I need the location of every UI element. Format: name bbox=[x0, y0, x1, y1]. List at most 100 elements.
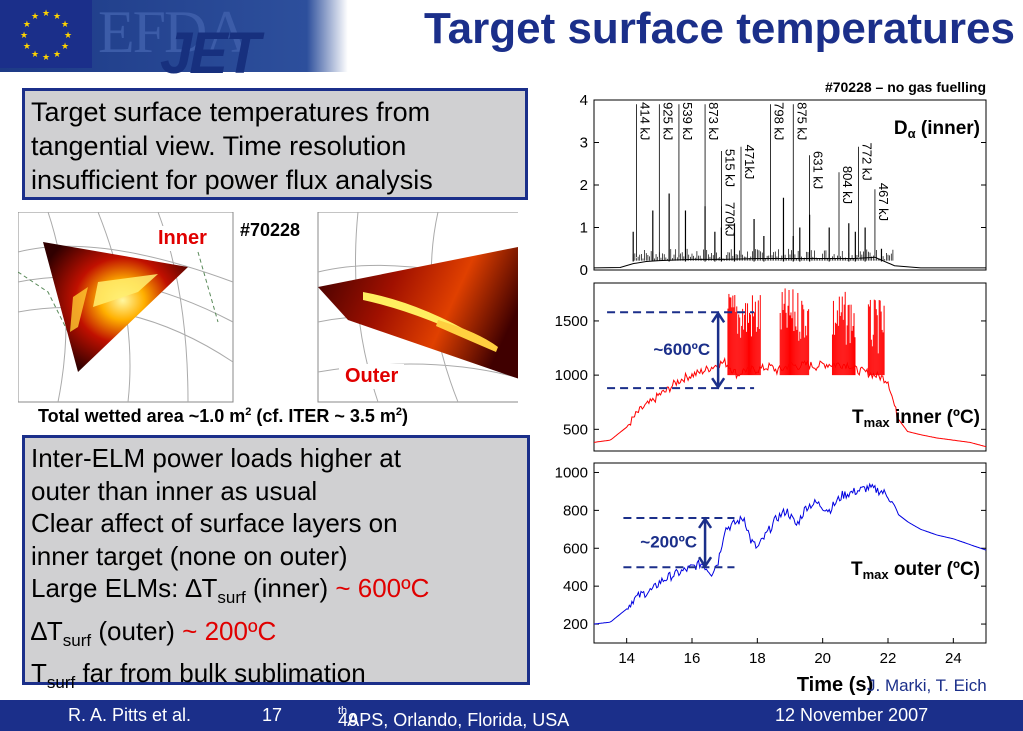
footer-conf-b: APS, Orlando, Florida, USA bbox=[347, 710, 570, 730]
y-tick-label: 800 bbox=[563, 502, 588, 519]
energy-label: 875 kJ bbox=[794, 102, 809, 140]
footer-author: R. A. Pitts et al. bbox=[68, 705, 192, 725]
caption-part-b: (cf. ITER ~ 3.5 m bbox=[251, 406, 396, 426]
energy-label: 631 kJ bbox=[811, 151, 826, 189]
x-tick-label: 16 bbox=[684, 650, 701, 667]
eu-star-icon: ★ bbox=[42, 8, 50, 18]
finding-7-a: T bbox=[31, 658, 47, 689]
outer-label: Outer bbox=[339, 364, 405, 389]
delta-arrow-head bbox=[711, 377, 726, 390]
eu-stars: ★★★★★★★★★ ★ ★★ bbox=[20, 8, 72, 62]
finding-5-sub: surf bbox=[217, 588, 246, 608]
inner-label: Inner bbox=[152, 226, 213, 251]
logo-jet: JET bbox=[160, 21, 260, 86]
footer-conf-a: 49 bbox=[338, 710, 359, 730]
energy-label: 414 kJ bbox=[637, 102, 652, 140]
eu-star-icon: ★ bbox=[31, 49, 39, 59]
finding-line-4: inner target (none on outer) bbox=[31, 540, 348, 571]
energy-label: 873 kJ bbox=[706, 102, 721, 140]
findings-box: Inter-ELM power loads higher at outer th… bbox=[22, 435, 530, 693]
eu-star-icon: ★ bbox=[61, 19, 69, 29]
energy-label: 925 kJ bbox=[660, 102, 675, 140]
finding-7-sub: surf bbox=[46, 673, 76, 693]
caption-sup-2: 2 bbox=[395, 406, 403, 418]
caption-part-a: Total wetted area ~1.0 m bbox=[38, 406, 246, 426]
y-tick-label: 1000 bbox=[555, 464, 588, 481]
finding-line-1: Inter-ELM power loads higher at bbox=[31, 443, 401, 473]
finding-6-b: (outer) bbox=[91, 615, 183, 646]
finding-5-red: ~ 600ºC bbox=[335, 573, 430, 603]
delta-label: ~200ºC bbox=[640, 533, 697, 552]
x-tick-label: 20 bbox=[814, 650, 831, 667]
plot-frame bbox=[593, 462, 987, 644]
energy-label: 471kJ bbox=[742, 145, 757, 180]
description-box: Target surface temperatures from tangent… bbox=[22, 88, 528, 200]
eu-star-icon: ★ bbox=[53, 11, 61, 21]
y-tick-label: 200 bbox=[563, 616, 588, 633]
energy-label: 798 kJ bbox=[771, 102, 786, 140]
y-tick-label: 4 bbox=[580, 92, 588, 109]
footer-date: 12 November 2007 bbox=[775, 705, 929, 725]
delta-arrow-head bbox=[711, 311, 726, 323]
wetted-area-caption: Total wetted area ~1.0 m2 (cf. ITER ~ 3.… bbox=[38, 406, 408, 427]
y-tick-label: 2 bbox=[580, 177, 588, 194]
eu-star-icon: ★ bbox=[23, 19, 31, 29]
energy-label: 515 kJ bbox=[722, 149, 737, 187]
y-tick-label: 400 bbox=[563, 578, 588, 595]
finding-6-a: ∆T bbox=[31, 615, 63, 646]
y-tick-label: 1500 bbox=[555, 313, 588, 330]
finding-line-3: Clear affect of surface layers on bbox=[31, 508, 398, 538]
shot-number-label: #70228 bbox=[240, 220, 301, 240]
finding-6-red: ~ 200ºC bbox=[182, 615, 277, 646]
finding-7-b: far from bulk sublimation bbox=[75, 658, 366, 689]
energy-label: 539 kJ bbox=[680, 102, 695, 140]
finding-5-b: (inner) bbox=[245, 573, 336, 603]
energy-label: 467 kJ bbox=[876, 183, 891, 221]
page-title: Target surface temperatures bbox=[424, 4, 1015, 53]
energy-label: 804 kJ bbox=[840, 166, 855, 204]
eu-star-icon: ★ bbox=[61, 41, 69, 51]
finding-line-2: outer than inner as usual bbox=[31, 475, 318, 506]
x-tick-label: 24 bbox=[945, 650, 962, 667]
logo-efda: EFDA bbox=[98, 0, 249, 65]
y-tick-label: 500 bbox=[563, 421, 588, 438]
delta-arrow-head bbox=[698, 556, 713, 569]
x-axis-label: Time (s) bbox=[797, 674, 873, 696]
caption-sup-1: 2 bbox=[245, 406, 252, 418]
energy-label: 772 kJ bbox=[860, 143, 875, 181]
trace-label: Tmax outer (ºC) bbox=[851, 559, 980, 582]
delta-arrow-head bbox=[698, 516, 713, 529]
chart-title: #70228 – no gas fuelling bbox=[825, 79, 986, 95]
eu-star-icon: ★ bbox=[31, 11, 39, 21]
trace-label: Tmax inner (ºC) bbox=[852, 407, 980, 430]
y-tick-label: 3 bbox=[580, 135, 588, 152]
eu-star-icon: ★ bbox=[64, 30, 72, 40]
eu-star-icon: ★ bbox=[23, 41, 31, 51]
y-tick-label: 1000 bbox=[555, 367, 588, 384]
x-tick-label: 14 bbox=[618, 650, 635, 667]
x-tick-label: 18 bbox=[749, 650, 766, 667]
y-tick-label: 600 bbox=[563, 540, 588, 557]
y-tick-label: 1 bbox=[580, 220, 588, 237]
caption-part-c: ) bbox=[402, 406, 409, 426]
delta-label: ~600ºC bbox=[653, 340, 710, 359]
eu-star-icon: ★ bbox=[53, 49, 61, 59]
x-tick-label: 22 bbox=[880, 650, 897, 667]
delta-label-bg bbox=[620, 336, 713, 361]
d-alpha-label: Dα (inner) bbox=[894, 118, 980, 141]
finding-5-a: Large ELMs: ∆T bbox=[31, 573, 218, 603]
eu-flag-icon: ★ ★ ★ ★ ★ ★ ★ ★ ★ ★ ★ ★ bbox=[0, 0, 92, 68]
delta-label-bg bbox=[607, 528, 700, 553]
header-banner: ★ ★ ★ ★ ★ ★ ★ ★ ★ ★ ★ ★ EFDA JET Target surface tem… bbox=[0, 0, 1023, 86]
description-text: Target surface temperatures from tangent… bbox=[31, 97, 433, 195]
temperature-trace bbox=[593, 482, 987, 625]
finding-line-7: Tsurf far from bulk sublimation bbox=[31, 657, 521, 700]
finding-line-5: Large ELMs: ∆Tsurf (inner) ~ 600ºC bbox=[31, 572, 521, 615]
finding-line-6: ∆Tsurf (outer) ~ 200ºC bbox=[31, 615, 521, 658]
footer-page-number: 17 bbox=[262, 705, 283, 725]
energy-label: 770kJ bbox=[722, 202, 737, 237]
credit-text: J. Marki, T. Eich bbox=[867, 676, 987, 695]
